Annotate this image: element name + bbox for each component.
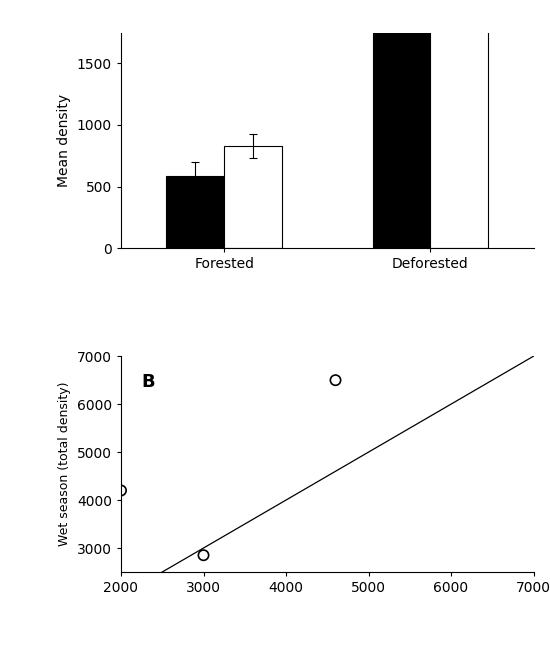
Bar <box>224 146 282 248</box>
Point <box>331 375 340 385</box>
Bar <box>373 14 430 248</box>
Point <box>117 486 125 496</box>
Y-axis label: Mean density: Mean density <box>57 94 72 187</box>
Point <box>199 550 208 560</box>
Bar <box>430 14 488 248</box>
Bar <box>166 176 224 248</box>
Text: B: B <box>142 374 155 391</box>
Y-axis label: Wet season (total density): Wet season (total density) <box>58 382 72 547</box>
Point <box>75 531 84 541</box>
